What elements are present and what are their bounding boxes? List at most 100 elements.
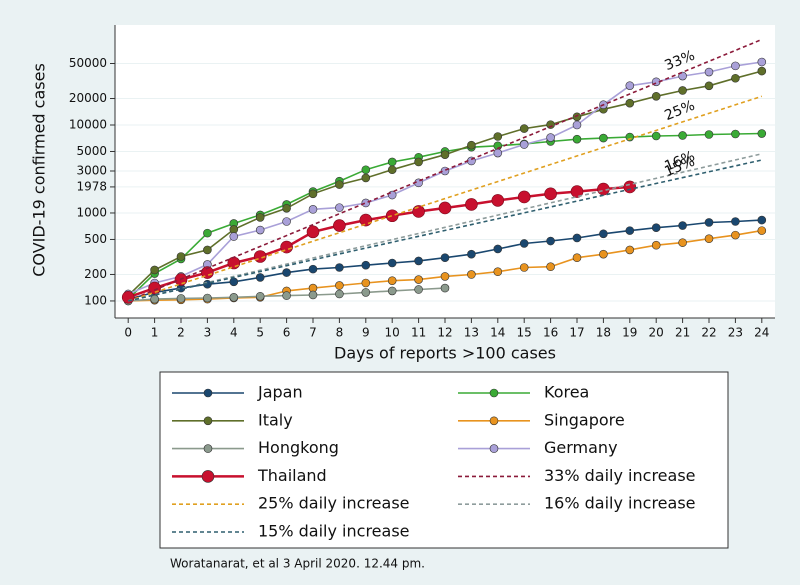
x-tick-label: 12 — [437, 326, 452, 340]
x-axis-label: Days of reports >100 cases — [334, 344, 556, 363]
data-point — [704, 130, 714, 139]
x-tick-label: 5 — [256, 326, 264, 340]
x-tick-label: 20 — [649, 326, 664, 340]
x-tick-label: 2 — [177, 326, 185, 340]
data-point — [491, 194, 505, 207]
x-tick-label: 3 — [204, 326, 212, 340]
footnote: Woratanarat, et al 3 April 2020. 12.44 p… — [170, 557, 425, 571]
legend-marker — [201, 470, 215, 483]
data-point — [599, 229, 608, 239]
x-tick-label: 21 — [675, 326, 690, 340]
y-tick-label: 50000 — [69, 56, 107, 70]
data-point — [678, 238, 687, 247]
data-point — [493, 244, 503, 254]
x-tick-label: 24 — [754, 326, 769, 340]
data-point — [150, 265, 159, 275]
data-point — [731, 129, 740, 139]
data-point — [176, 252, 186, 261]
y-tick-label: 100 — [84, 293, 107, 307]
legend-label: 33% daily increase — [544, 466, 696, 485]
legend-marker — [489, 444, 499, 453]
data-point — [361, 198, 371, 208]
x-tick-label: 0 — [124, 326, 132, 340]
legend-label: Thailand — [257, 466, 327, 485]
data-point — [572, 134, 582, 144]
data-point — [308, 264, 318, 274]
data-point — [255, 213, 265, 222]
data-point — [282, 204, 291, 213]
data-point — [678, 86, 687, 95]
data-point — [731, 230, 740, 240]
data-point — [229, 293, 239, 302]
data-point — [414, 157, 423, 167]
data-point — [572, 112, 582, 122]
y-tick-label: 20000 — [69, 91, 107, 105]
data-point — [335, 289, 344, 299]
data-point — [572, 253, 582, 263]
data-point — [757, 66, 767, 76]
data-point — [282, 217, 291, 226]
data-point — [678, 71, 687, 81]
data-point — [335, 281, 344, 290]
data-point — [438, 201, 452, 215]
legend-label: Singapore — [544, 410, 625, 429]
x-tick-label: 17 — [569, 326, 584, 340]
legend-label: Germany — [544, 438, 618, 457]
x-tick-label: 19 — [622, 326, 637, 340]
data-point — [467, 140, 476, 150]
trend-line — [128, 153, 762, 302]
y-axis-label: COVID-19 confirmed cases — [30, 63, 49, 277]
y-tick-label: 500 — [84, 232, 107, 246]
data-point — [678, 131, 687, 140]
data-point — [387, 276, 397, 285]
data-point — [704, 67, 714, 77]
data-point — [704, 218, 714, 227]
data-point — [440, 283, 450, 293]
data-point — [335, 203, 344, 212]
data-point — [255, 225, 265, 235]
x-tick-label: 14 — [490, 326, 505, 340]
data-point — [517, 190, 531, 204]
legend-label: Hongkong — [258, 438, 339, 457]
data-point — [121, 291, 135, 304]
data-point — [625, 81, 635, 90]
data-point — [359, 213, 373, 227]
data-point — [493, 148, 503, 158]
x-tick-label: 6 — [283, 326, 291, 340]
data-point — [282, 291, 291, 300]
x-tick-label: 10 — [385, 326, 400, 340]
legend-label: Japan — [257, 383, 303, 402]
legend-label: 25% daily increase — [258, 494, 410, 513]
legend-box — [159, 371, 729, 549]
data-point — [308, 205, 318, 214]
data-point — [335, 180, 344, 189]
data-point — [308, 290, 318, 300]
x-tick-label: 11 — [411, 326, 426, 340]
data-point — [651, 91, 661, 101]
legend-marker — [489, 416, 499, 426]
data-point — [387, 286, 397, 296]
data-point — [387, 165, 397, 175]
data-point — [546, 236, 555, 246]
legend-label: 15% daily increase — [258, 522, 410, 541]
data-point — [493, 132, 503, 141]
x-tick-label: 13 — [464, 326, 479, 340]
data-point — [203, 293, 212, 303]
data-point — [651, 223, 661, 233]
data-point — [519, 263, 529, 272]
legend-marker — [203, 416, 213, 426]
data-point — [625, 132, 635, 142]
data-point — [176, 294, 186, 303]
data-point — [361, 288, 371, 297]
legend-marker — [203, 444, 213, 453]
data-point — [150, 294, 159, 304]
data-point — [333, 219, 346, 232]
data-point — [387, 190, 397, 200]
data-point — [599, 133, 608, 143]
legend-marker — [203, 388, 213, 398]
x-tick-label: 22 — [701, 326, 716, 340]
data-point — [519, 140, 529, 149]
data-point — [227, 256, 241, 270]
x-tick-label: 23 — [728, 326, 743, 340]
